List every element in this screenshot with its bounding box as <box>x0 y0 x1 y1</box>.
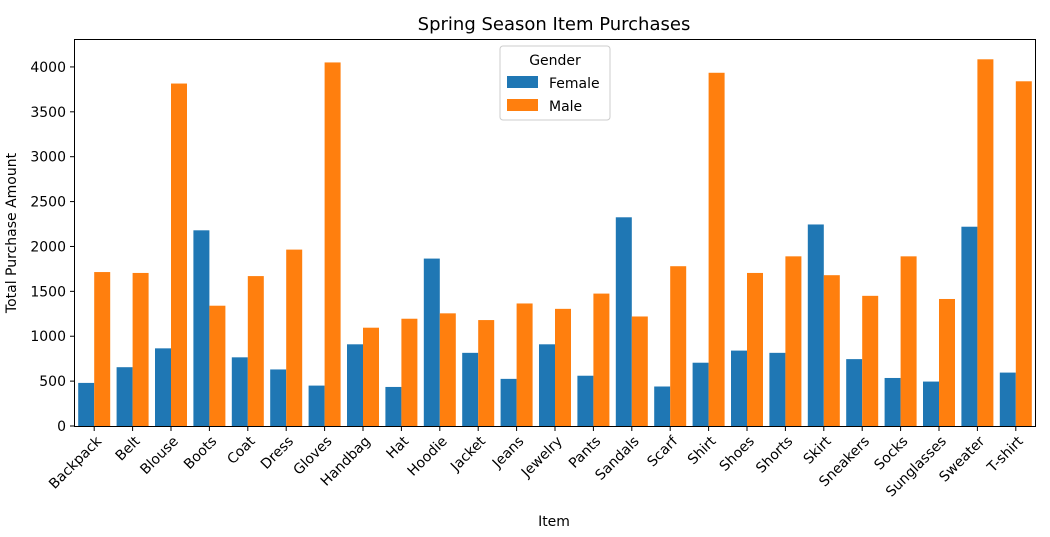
bar-female-gloves <box>308 385 325 426</box>
x-tick-label-scarf: Scarf <box>644 433 681 470</box>
x-tick-label-skirt: Skirt <box>801 433 835 467</box>
bar-male-sweater <box>977 59 994 427</box>
bar-female-coat <box>231 357 248 426</box>
x-tick-label-shorts: Shorts <box>753 434 796 477</box>
y-tick-label: 1500 <box>30 284 66 300</box>
y-tick-label: 1000 <box>30 329 66 345</box>
legend-label-female: Female <box>549 76 600 92</box>
y-tick-label: 500 <box>39 374 66 390</box>
x-tick-label-backpack: Backpack <box>46 433 106 493</box>
legend-swatch-male <box>507 99 538 111</box>
legend: Gender Female Male <box>499 45 611 121</box>
plot-frame <box>74 39 1036 427</box>
y-axis-ticks: 0 500 1000 1500 2000 2500 3000 3500 4000 <box>30 60 75 435</box>
bar-female-dress <box>270 369 287 426</box>
legend-swatch-female <box>507 76 538 88</box>
bar-male-sandals <box>631 316 648 426</box>
y-axis-label: Total Purchase Amount <box>4 152 20 314</box>
bar-female-pants <box>577 375 594 426</box>
chart-title: Spring Season Item Purchases <box>418 14 691 35</box>
bar-female-t-shirt <box>999 372 1016 426</box>
bar-female-handbag <box>347 344 363 426</box>
bar-female-sweater <box>961 226 978 426</box>
bar-male-handbag <box>363 327 379 426</box>
bar-male-dress <box>286 249 303 426</box>
x-tick-label-hoodie: Hoodie <box>405 434 451 480</box>
x-tick-label-hat: Hat <box>384 433 413 462</box>
bar-male-sunglasses <box>939 298 955 426</box>
bar-male-belt <box>132 272 149 426</box>
y-tick-label: 0 <box>57 419 66 435</box>
y-tick-label: 2000 <box>30 239 66 255</box>
bar-male-scarf <box>670 266 687 426</box>
bar-male-jewelry <box>555 308 571 426</box>
bars-group <box>78 59 1032 427</box>
bar-male-shirt <box>708 72 725 427</box>
bar-male-socks <box>900 256 917 426</box>
bar-female-belt <box>116 367 133 426</box>
bar-male-t-shirt <box>1015 81 1032 426</box>
bar-female-jacket <box>462 352 479 426</box>
x-tick-label-shoes: Shoes <box>717 434 758 475</box>
x-tick-label-boots: Boots <box>181 434 220 473</box>
bar-female-sandals <box>615 217 632 426</box>
bar-female-backpack <box>78 382 95 426</box>
bar-male-boots <box>209 305 226 426</box>
bar-male-blouse <box>171 83 187 426</box>
bar-female-sunglasses <box>923 381 939 426</box>
legend-label-male: Male <box>549 99 582 115</box>
x-axis-label: Item <box>538 514 570 530</box>
bar-female-boots <box>193 230 210 426</box>
x-tick-label-blouse: Blouse <box>137 434 181 478</box>
bar-male-sneakers <box>862 295 879 426</box>
legend-title: Gender <box>529 53 581 69</box>
bar-male-pants <box>593 293 610 426</box>
bar-male-shorts <box>785 256 802 426</box>
bar-female-sneakers <box>846 359 863 426</box>
bar-male-hoodie <box>439 313 456 426</box>
x-tick-label-jewelry: Jewelry <box>518 434 566 482</box>
x-tick-label-shirt: Shirt <box>685 433 720 468</box>
bar-female-shoes <box>731 350 747 426</box>
x-tick-label-jacket: Jacket <box>447 433 489 475</box>
bar-male-skirt <box>823 275 840 426</box>
y-tick-label: 3000 <box>30 150 66 166</box>
bar-female-scarf <box>654 386 671 426</box>
bar-male-coat <box>247 276 264 426</box>
bar-male-hat <box>401 318 418 426</box>
x-tick-label-belt: Belt <box>113 433 144 464</box>
bar-female-jewelry <box>539 344 555 426</box>
bar-female-hoodie <box>423 258 440 426</box>
bar-female-hat <box>385 386 402 426</box>
bar-male-gloves <box>324 62 341 426</box>
bar-female-socks <box>884 377 901 426</box>
bar-female-blouse <box>155 348 171 426</box>
bar-male-jacket <box>478 320 495 426</box>
y-tick-label: 2500 <box>30 195 66 211</box>
x-tick-label-coat: Coat <box>224 433 259 468</box>
bar-female-shorts <box>769 352 786 426</box>
y-tick-label: 3500 <box>30 105 66 121</box>
bar-female-jeans <box>500 378 517 426</box>
bar-female-skirt <box>807 224 824 426</box>
bar-male-jeans <box>516 303 533 426</box>
bar-male-backpack <box>94 272 111 426</box>
y-tick-label: 4000 <box>30 60 66 76</box>
bar-male-shoes <box>747 272 763 426</box>
x-tick-label-t-shirt: T-shirt <box>984 433 1027 476</box>
bar-female-shirt <box>692 362 709 426</box>
